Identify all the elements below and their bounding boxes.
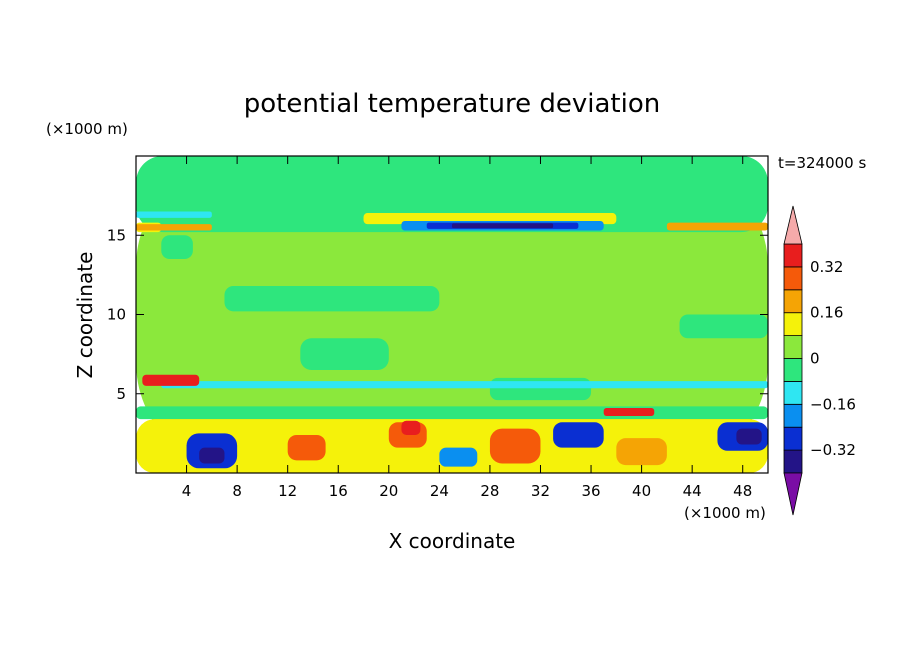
x-unit-label: (×1000 m): [684, 504, 766, 522]
x-tick-label: 12: [278, 482, 297, 500]
field-region: [401, 420, 421, 435]
field-region: [224, 285, 440, 312]
field-region: [287, 434, 326, 461]
colorbar-tick-label: 0: [810, 350, 820, 368]
colorbar-segment: [783, 335, 803, 359]
x-tick-label: 16: [329, 482, 348, 500]
x-tick-label: 28: [480, 482, 499, 500]
x-tick-label: 36: [581, 482, 600, 500]
field-region: [666, 222, 768, 231]
y-axis-ticks: 5 10 15: [107, 226, 768, 403]
field-region: [161, 235, 193, 260]
colorbar-segment: [783, 380, 803, 405]
field-region: [679, 314, 768, 339]
chart-title: potential temperature deviation: [244, 89, 660, 119]
colorbar-tick-label: −0.32: [810, 441, 856, 459]
x-tick-label: 40: [632, 482, 651, 500]
x-tick-label: 24: [430, 482, 449, 500]
colorbar-extend-low: [783, 472, 803, 516]
y-axis-label: Z coordinate: [73, 252, 97, 379]
x-tick-label: 20: [379, 482, 398, 500]
x-axis-ticks: 4 8 12 16 20 24 28 32 36 40 44 48: [182, 156, 752, 500]
field-region: [136, 211, 212, 218]
field-region: [736, 428, 762, 445]
field-region: [603, 408, 655, 416]
colorbar-segment: [783, 358, 803, 382]
y-tick-label: 5: [116, 385, 126, 403]
colorbar-tick-label: −0.16: [810, 395, 856, 413]
x-tick-label: 32: [531, 482, 550, 500]
colorbar-tick-label: 0.16: [810, 304, 843, 322]
y-tick-label: 10: [107, 306, 126, 324]
time-label: t=324000 s: [778, 154, 866, 172]
colorbar-segment: [783, 312, 803, 337]
field-region: [136, 406, 768, 420]
field-region: [136, 224, 212, 231]
field-region: [489, 428, 541, 464]
x-axis-label: X coordinate: [389, 529, 516, 553]
field-region: [553, 422, 604, 448]
colorbar-tick-label: 0.32: [810, 258, 843, 276]
colorbar-segment: [783, 403, 803, 428]
y-unit-label: (×1000 m): [46, 120, 128, 138]
x-tick-label: 48: [733, 482, 752, 500]
colorbar: −0.32 −0.16 0 0.16 0.32: [783, 205, 856, 516]
field-region: [199, 447, 225, 464]
field-region: [452, 223, 554, 229]
x-tick-label: 44: [683, 482, 702, 500]
x-tick-label: 8: [232, 482, 242, 500]
colorbar-segment: [783, 266, 803, 291]
field-region: [161, 381, 768, 389]
colorbar-segment: [783, 289, 803, 314]
field-region: [136, 156, 768, 473]
y-tick-label: 15: [107, 226, 126, 244]
colorbar-segment: [783, 449, 803, 474]
field-region: [142, 374, 200, 386]
field-region: [300, 338, 389, 370]
colorbar-segment: [783, 243, 803, 268]
colorbar-segment: [783, 426, 803, 451]
field-region: [616, 438, 667, 466]
contour-field: [136, 156, 768, 473]
field-region: [439, 447, 478, 467]
x-tick-label: 4: [182, 482, 192, 500]
colorbar-extend-high: [783, 205, 803, 245]
